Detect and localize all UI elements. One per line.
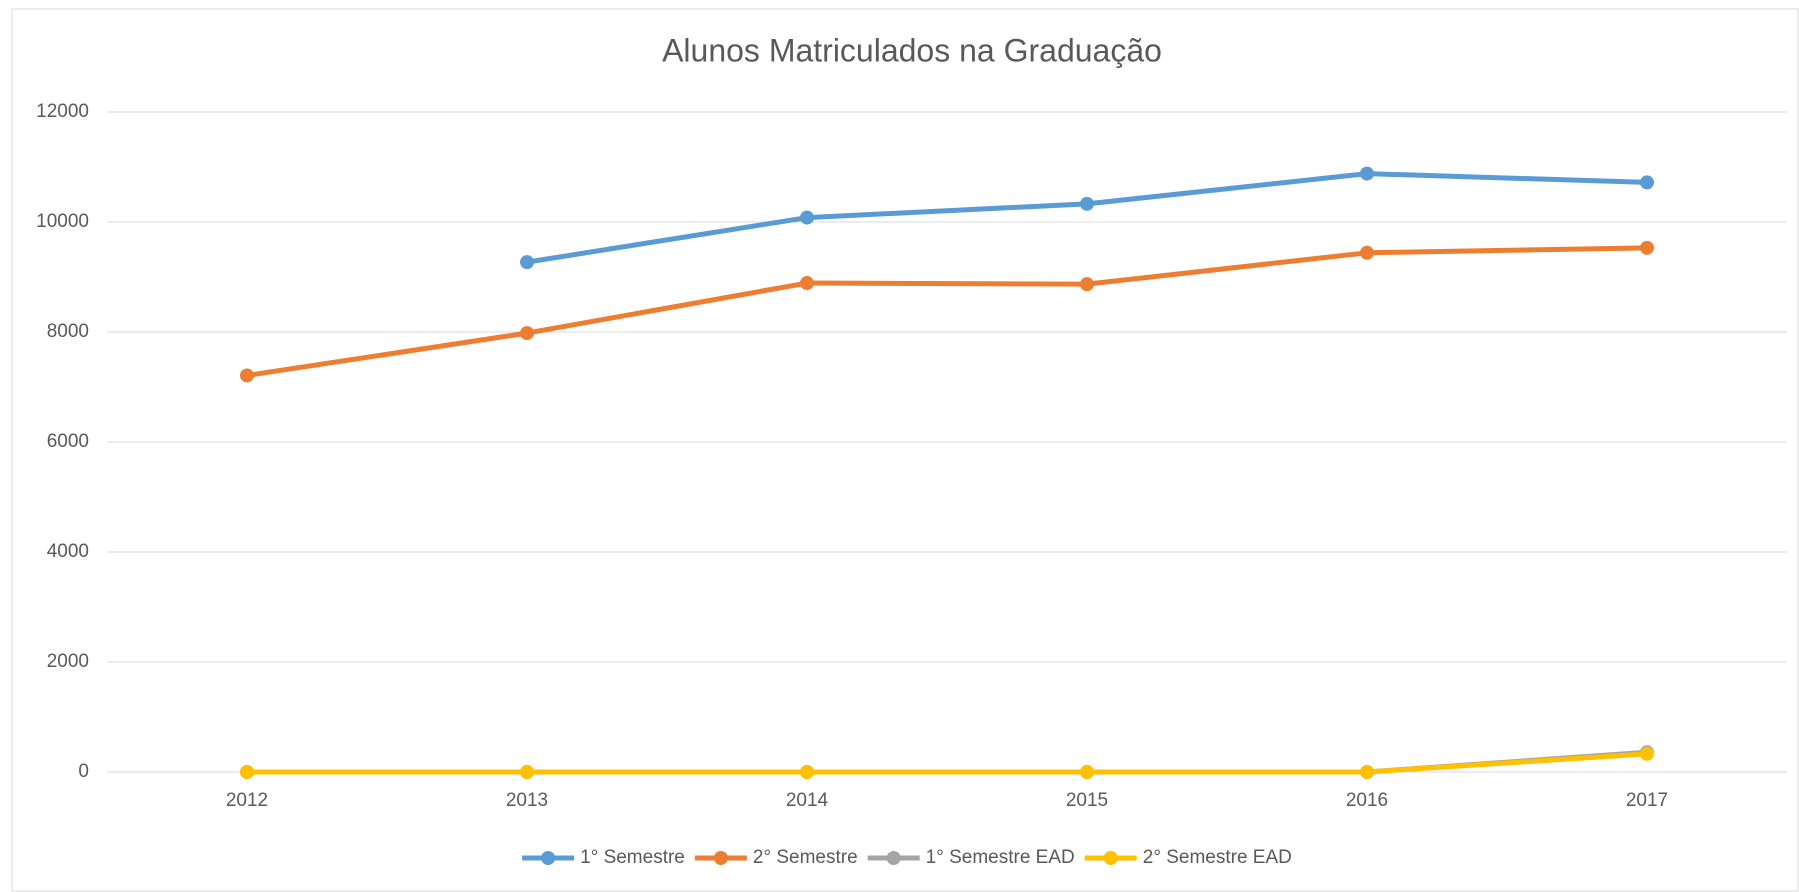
x-tick-label: 2017: [1626, 790, 1668, 811]
data-point: [520, 326, 534, 341]
x-tick-label: 2016: [1346, 790, 1388, 811]
y-tick-label: 12000: [36, 101, 89, 122]
data-point: [520, 765, 534, 779]
data-point: [240, 368, 254, 383]
x-tick-label: 2014: [786, 790, 829, 811]
x-tick-label: 2015: [1066, 790, 1108, 811]
y-tick-label: 6000: [47, 431, 89, 452]
chart-title: Alunos Matriculados na Graduação: [662, 32, 1162, 68]
data-point: [800, 210, 814, 225]
y-tick-label: 2000: [47, 651, 89, 672]
x-tick-label: 2012: [226, 790, 268, 811]
data-point: [800, 276, 814, 291]
legend-label: 2° Semestre: [753, 847, 858, 868]
data-point: [1080, 277, 1094, 292]
legend-label: 1° Semestre EAD: [926, 847, 1075, 868]
data-point: [1080, 196, 1094, 211]
legend-marker: [541, 851, 556, 865]
data-point: [1640, 175, 1654, 190]
data-point: [800, 765, 814, 779]
series-line: [244, 245, 1650, 378]
legend-label: 1° Semestre: [580, 847, 685, 868]
y-tick-label: 10000: [36, 211, 89, 232]
x-tick-label: 2013: [506, 790, 548, 811]
y-tick-label: 0: [78, 761, 89, 782]
series-line: [244, 751, 1650, 775]
legend-label: 2° Semestre EAD: [1143, 847, 1292, 868]
data-point: [1080, 765, 1094, 779]
y-tick-label: 4000: [47, 541, 89, 562]
data-point: [240, 765, 254, 779]
legend-marker: [1103, 851, 1118, 865]
data-point: [1640, 240, 1654, 255]
chart-border: [11, 8, 1799, 892]
data-point: [1640, 746, 1654, 761]
data-point: [1360, 166, 1374, 181]
legend-marker: [886, 851, 901, 865]
data-point: [520, 255, 534, 270]
y-tick-label: 8000: [47, 321, 89, 342]
data-point: [1360, 765, 1374, 779]
data-point: [1360, 245, 1374, 260]
legend-marker: [713, 851, 728, 865]
